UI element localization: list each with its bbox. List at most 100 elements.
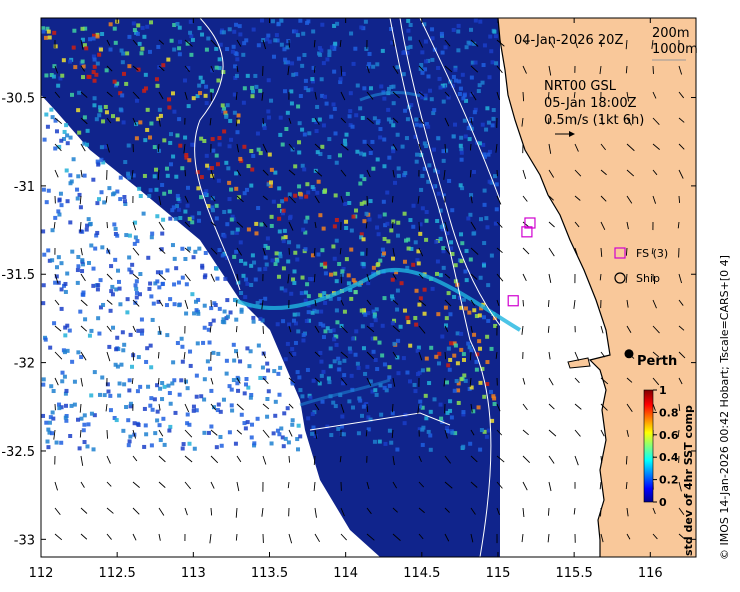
sst-pixel [416,249,421,254]
sst-pixel [265,361,270,366]
sst-pixel [184,153,189,158]
current-vector [652,325,660,334]
sst-pixel [314,129,319,134]
sst-pixel [458,183,463,188]
sst-pixel [249,435,254,440]
current-vector [651,247,654,255]
sst-pixel [134,286,139,291]
sst-pixel [211,148,216,153]
sst-pixel [273,170,278,175]
isobath-inner [419,18,550,557]
sst-pixel [272,369,277,374]
current-vector [132,299,140,307]
current-vector [574,455,579,466]
sst-pixel [254,221,259,226]
sst-pixel [69,179,74,184]
sst-pixel [57,212,62,217]
sst-pixel [493,221,498,226]
current-vector [443,377,446,387]
sst-pixel [143,423,148,428]
current-vector [132,455,138,462]
sst-pixel [171,154,176,159]
sst-pixel [225,314,230,319]
current-vector [236,429,243,435]
sst-pixel [160,182,165,187]
current-vector [314,299,317,307]
sst-pixel [379,412,384,417]
current-vector [261,507,264,517]
sst-pixel [229,217,234,222]
current-vector [340,169,347,177]
sst-pixel [65,133,70,138]
sst-pixel [367,51,372,56]
sst-pixel [72,402,77,407]
sst-pixel [227,384,232,389]
sst-pixel [238,156,243,161]
sst-pixel [57,144,62,149]
sst-pixel [235,119,240,124]
sst-pixel [64,168,69,173]
sst-pixel [451,27,456,32]
current-vector [496,221,503,228]
isobath-200m [399,18,546,557]
sst-pixel [56,209,61,214]
current-vector [678,169,684,179]
sst-pixel [292,312,297,317]
sst-pixel [192,311,197,316]
sst-pixel [378,135,383,140]
sst-pixel [477,339,482,344]
sst-pixel [494,61,499,66]
sst-pixel [295,370,300,375]
sst-pixel [237,24,242,29]
current-vector [392,507,398,513]
current-vector [470,325,473,333]
sst-pixel [107,344,112,349]
sst-pixel [217,57,222,62]
sst-pixel [97,52,102,57]
current-vector [574,247,578,256]
sst-pixel [87,333,92,338]
colorbar-tick-label: 0.2 [659,474,679,487]
sst-pixel [343,138,348,143]
sst-pixel [77,130,82,135]
sst-pixel [415,348,420,353]
sst-pixel [206,430,211,435]
sst-pixel [317,381,322,386]
current-vector [106,507,114,514]
sst-pixel [96,197,101,202]
sst-pixel [402,308,407,313]
colorbar-tick-label: 0.4 [659,451,679,464]
sst-pixel [239,412,244,417]
sst-pixel [59,306,64,311]
sst-pixel [243,426,248,431]
current-vector [496,195,502,205]
sst-pixel [272,54,277,59]
sst-pixel [276,22,281,27]
current-vector [132,429,137,439]
sst-pixel [321,61,326,66]
current-vector [184,299,189,310]
sst-pixel [79,416,84,421]
sst-pixel [115,81,120,86]
sst-pixel [298,18,303,23]
sst-pixel [438,273,443,278]
current-vector [443,169,446,180]
sst-pixel [58,76,63,81]
sst-pixel [282,47,287,52]
colorbar-tick-label: 0 [659,496,667,509]
sst-pixel [177,117,182,122]
sst-pixel [320,93,325,98]
sst-pixel [286,259,291,264]
sst-pixel [466,341,471,346]
current-vector [366,351,375,360]
sst-pixel [158,113,163,118]
sst-pixel [145,24,150,29]
sst-pixel [289,89,294,94]
sst-pixel [446,346,451,351]
sst-pixel [303,298,308,303]
sst-pixel [84,227,89,232]
sst-pixel [359,174,364,179]
sst-pixel [78,229,83,234]
current-vector [54,325,62,332]
